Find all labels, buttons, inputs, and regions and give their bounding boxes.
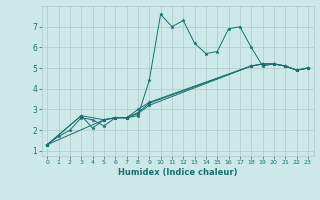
X-axis label: Humidex (Indice chaleur): Humidex (Indice chaleur): [118, 168, 237, 177]
